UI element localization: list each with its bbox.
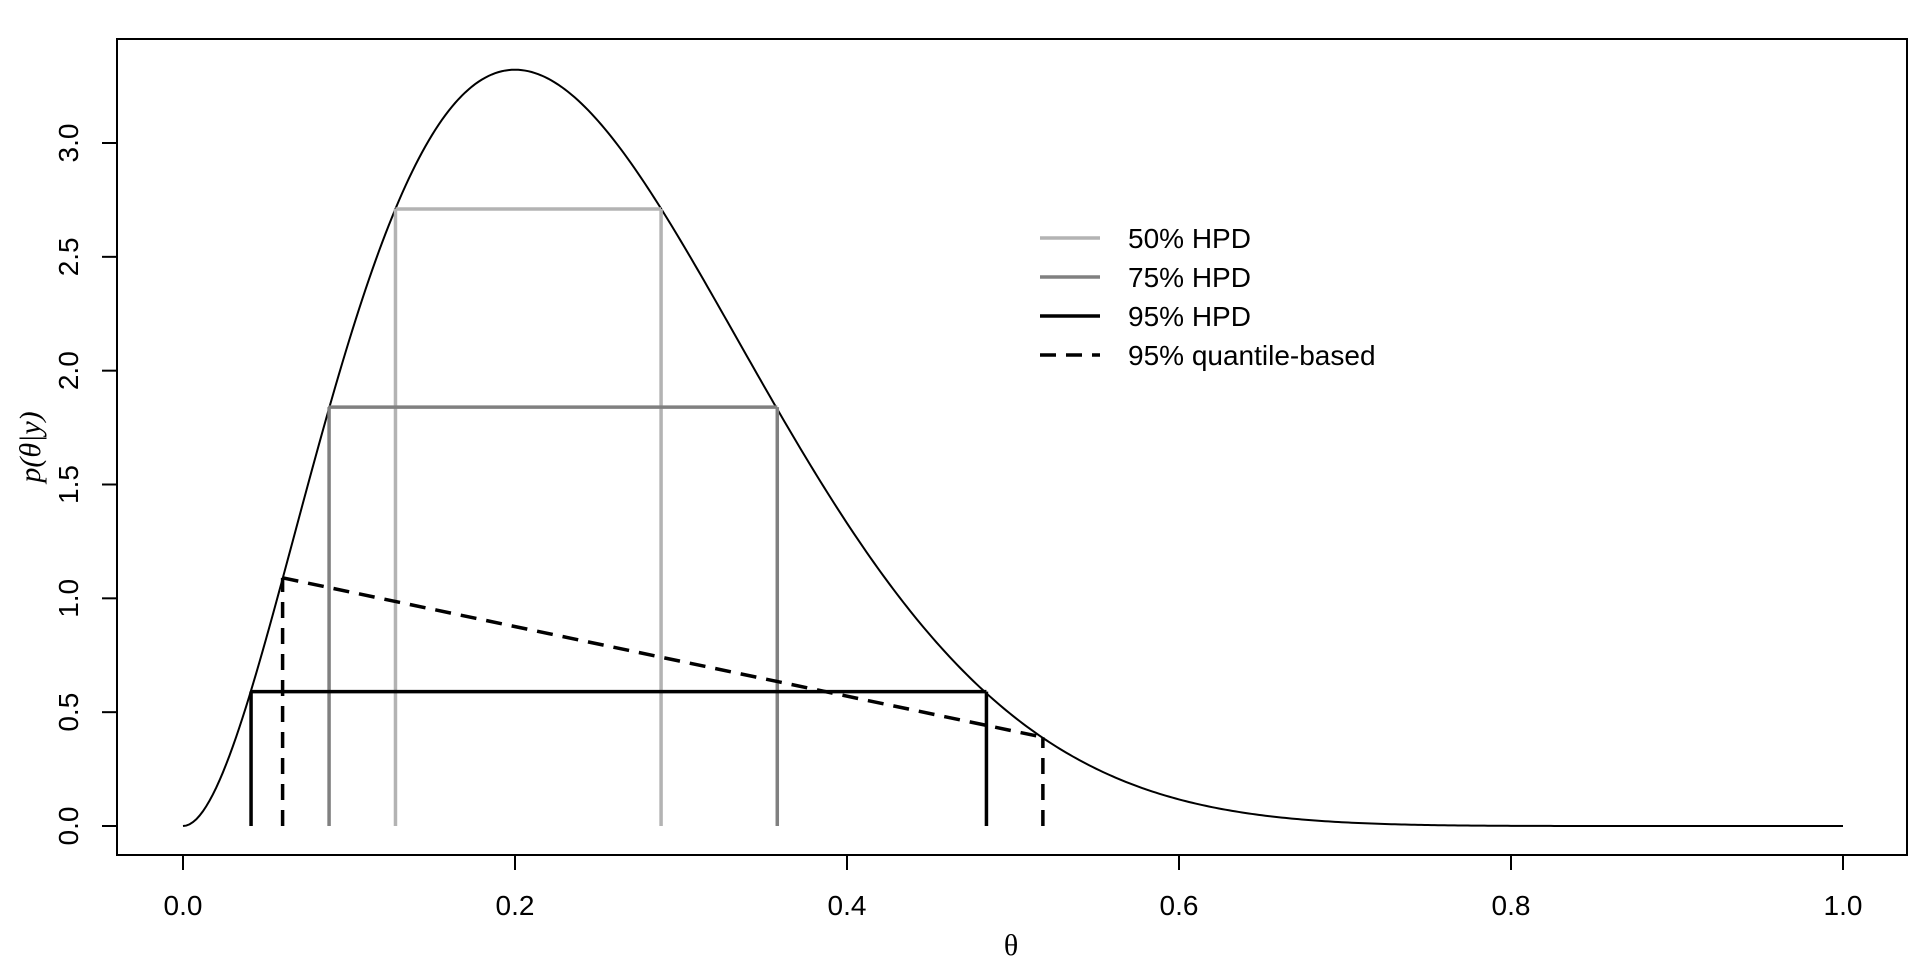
x-tick-label: 1.0 [1824, 890, 1863, 921]
y-tick-label: 1.0 [53, 579, 84, 618]
x-tick-label: 0.4 [828, 890, 867, 921]
y-tick-label: 0.0 [53, 807, 84, 846]
chart-marks [182, 68, 1843, 827]
legend-label-75-hpd: 75% HPD [1128, 262, 1251, 293]
x-tick-label: 0.2 [496, 890, 535, 921]
y-tick-label: 0.5 [53, 693, 84, 732]
y-tick-label: 3.0 [53, 124, 84, 163]
legend-label-95-hpd: 95% HPD [1128, 301, 1251, 332]
x-tick-label: 0.6 [1160, 890, 1199, 921]
x-axis-title: θ [1004, 929, 1018, 960]
y-axis-title: p(θ|y) [14, 411, 47, 484]
y-tick-label: 2.5 [53, 237, 84, 276]
y-tick-label: 1.5 [53, 465, 84, 504]
legend-label-50-hpd: 50% HPD [1128, 223, 1251, 254]
x-tick-label: 0.8 [1492, 890, 1531, 921]
legend-label-95-quantile-based: 95% quantile-based [1128, 340, 1376, 371]
legend: 50% HPD 75% HPD 95% HPD 95% quantile-based [1040, 223, 1376, 371]
x-tick-label: 0.0 [164, 890, 203, 921]
y-tick-label: 2.0 [53, 351, 84, 390]
plot-frame [116, 38, 1908, 856]
y-axis: 0.0 0.5 1.0 1.5 2.0 2.5 3.0 [53, 124, 118, 846]
x-axis: 0.0 0.2 0.4 0.6 0.8 1.0 [164, 854, 1863, 921]
posterior-density-line [182, 68, 1843, 827]
